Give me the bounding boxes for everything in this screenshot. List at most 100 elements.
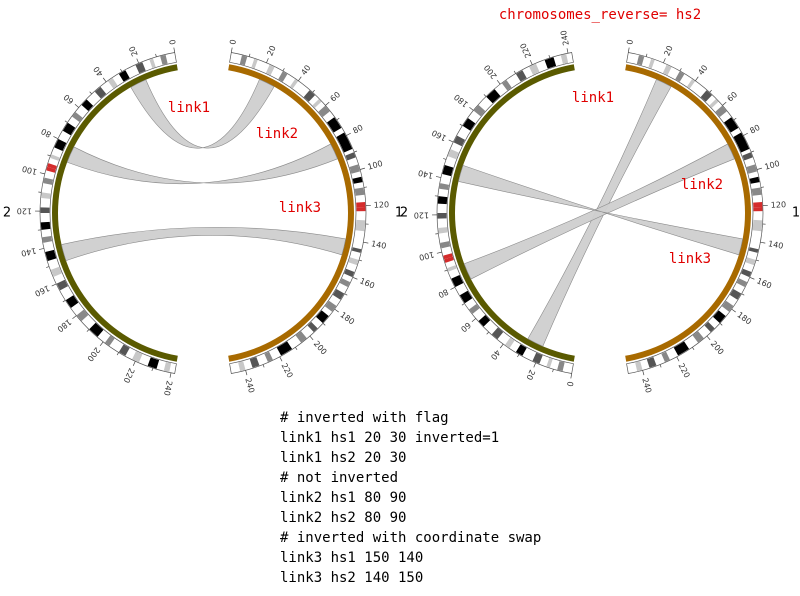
tick-label: 220 <box>279 362 294 380</box>
tick-mark <box>517 354 520 358</box>
hs2-ribbon <box>449 64 575 362</box>
cytoband <box>238 361 246 372</box>
tick-mark <box>354 150 358 153</box>
tick-label: 140 <box>370 239 387 251</box>
hs2-ideogram <box>436 52 574 374</box>
tick-mark <box>695 76 699 82</box>
cytoband <box>686 79 696 89</box>
tick-label: 120 <box>771 200 787 210</box>
tick-mark <box>627 47 630 53</box>
tick-mark <box>448 139 454 143</box>
tick-mark <box>295 347 298 350</box>
tick-mark <box>552 369 554 373</box>
config-line: link1 hs2 20 30 <box>280 450 407 466</box>
tick-mark <box>496 79 501 85</box>
tick-mark <box>116 352 119 356</box>
tick-label: 200 <box>85 345 101 363</box>
link-config-listing: # inverted with flag link1 hs1 20 30 inv… <box>280 408 541 588</box>
cytoband <box>736 278 748 288</box>
config-line: link2 hs2 80 90 <box>280 510 407 526</box>
cytoband <box>544 57 557 69</box>
tick-mark <box>346 132 351 136</box>
cytoband <box>336 132 353 153</box>
cytoband <box>41 192 51 199</box>
link-label: link2 <box>256 126 298 142</box>
cytoband <box>356 202 366 208</box>
link-ribbon-link1 <box>130 79 275 149</box>
cytoband <box>713 310 726 323</box>
cytoband <box>662 64 672 76</box>
cytoband <box>709 99 719 108</box>
tick-mark <box>47 154 51 157</box>
tick-label: 40 <box>92 65 105 79</box>
tick-mark <box>132 361 136 366</box>
cytoband <box>43 177 54 185</box>
tick-mark <box>245 370 248 376</box>
tick-mark <box>706 335 711 341</box>
tick-mark <box>169 372 172 378</box>
tick-mark <box>64 120 68 123</box>
chr-label-hs2: 2 <box>400 206 408 221</box>
tick-mark <box>151 367 154 372</box>
cytoband <box>62 122 76 136</box>
tick-mark <box>733 117 737 121</box>
tick-mark <box>38 248 44 250</box>
tick-mark <box>352 276 358 280</box>
tick-mark <box>436 251 442 254</box>
cytoband <box>486 89 501 104</box>
tick-label: 40 <box>299 63 312 77</box>
tick-mark <box>53 136 59 140</box>
tick-mark <box>469 106 474 111</box>
tick-mark <box>679 68 682 72</box>
tick-mark <box>566 48 569 54</box>
cytoband <box>42 235 53 243</box>
tick-mark <box>248 53 251 57</box>
tick-label: 180 <box>735 310 753 326</box>
tick-mark <box>676 356 680 362</box>
tick-mark <box>99 341 104 347</box>
cytoband <box>447 265 457 272</box>
tick-mark <box>659 364 662 368</box>
tick-label: 0 <box>168 39 178 46</box>
tick-mark <box>741 293 745 296</box>
tick-mark <box>102 77 107 83</box>
cytoband <box>692 331 704 343</box>
tick-mark <box>298 76 302 82</box>
tick-mark <box>760 241 766 244</box>
tick-mark <box>39 172 45 175</box>
cytoband <box>345 152 356 161</box>
cytoband <box>546 357 553 368</box>
link-ribbon-link3 <box>61 226 347 262</box>
tick-label: 80 <box>437 287 450 300</box>
cytoband <box>635 361 643 372</box>
tick-label: 240 <box>162 380 174 397</box>
cytoband <box>316 310 329 323</box>
tick-mark <box>89 91 92 95</box>
chr-label-hs2: 2 <box>3 206 11 221</box>
tick-label: 140 <box>20 246 37 258</box>
cytoband <box>303 90 315 102</box>
tick-mark <box>663 58 666 63</box>
tick-label: 180 <box>55 317 73 334</box>
link-label: link1 <box>572 90 614 106</box>
tick-mark <box>266 58 269 63</box>
cytoband <box>438 227 448 234</box>
tick-label: 80 <box>351 123 364 136</box>
tick-label: 20 <box>127 45 139 58</box>
cytoband <box>473 104 486 117</box>
cytoband <box>437 213 447 219</box>
circos-panel-right: 0204060801001201401601802002202400204060… <box>400 29 800 394</box>
tick-mark <box>719 323 723 326</box>
cytoband <box>149 58 156 69</box>
cytoband <box>264 351 273 362</box>
tick-mark <box>120 68 123 72</box>
cytoband <box>295 331 307 343</box>
link-ribbon-link2 <box>66 143 338 185</box>
tick-mark <box>344 293 348 296</box>
tick-mark <box>322 323 326 326</box>
tick-mark <box>499 343 504 349</box>
cytoband <box>54 138 67 152</box>
tick-label: 80 <box>40 126 53 139</box>
cytoband <box>147 357 160 369</box>
cytoband <box>715 105 727 118</box>
